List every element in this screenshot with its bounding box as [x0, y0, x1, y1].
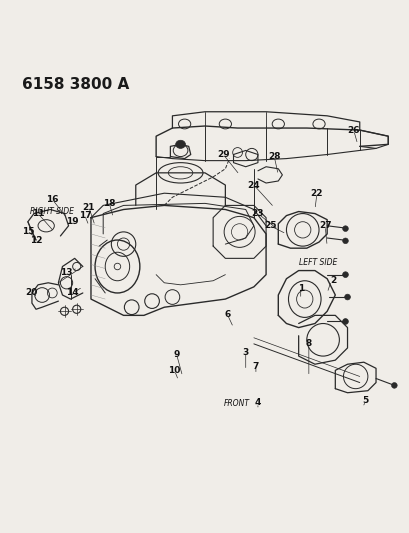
Text: 3: 3 — [242, 348, 248, 357]
Ellipse shape — [342, 319, 348, 324]
Text: 8: 8 — [305, 340, 311, 349]
Ellipse shape — [391, 383, 396, 388]
Text: 16: 16 — [46, 195, 58, 204]
Text: 26: 26 — [346, 126, 359, 134]
Text: 24: 24 — [247, 181, 260, 190]
Text: 29: 29 — [216, 150, 229, 159]
Text: 18: 18 — [103, 199, 115, 208]
Text: 27: 27 — [318, 221, 330, 230]
Text: 9: 9 — [173, 350, 179, 359]
Text: 21: 21 — [83, 203, 95, 212]
Text: 28: 28 — [267, 152, 280, 161]
Text: 1: 1 — [297, 285, 303, 293]
Text: 4: 4 — [254, 399, 261, 407]
Text: 12: 12 — [30, 236, 42, 245]
Text: 7: 7 — [252, 362, 258, 371]
Ellipse shape — [175, 140, 185, 148]
Text: 20: 20 — [26, 288, 38, 297]
Text: 23: 23 — [251, 209, 263, 218]
Text: 5: 5 — [362, 397, 368, 406]
Ellipse shape — [344, 294, 350, 300]
Text: 2: 2 — [329, 276, 335, 285]
Ellipse shape — [342, 272, 348, 278]
Text: 22: 22 — [310, 189, 322, 198]
Text: 6158 3800 A: 6158 3800 A — [22, 77, 129, 92]
Text: 11: 11 — [32, 209, 44, 218]
Text: 13: 13 — [60, 268, 73, 277]
Ellipse shape — [342, 226, 348, 231]
Text: 6: 6 — [224, 310, 230, 319]
Text: 15: 15 — [22, 228, 34, 237]
Text: 14: 14 — [66, 288, 79, 297]
Text: 10: 10 — [168, 366, 180, 375]
Text: FRONT: FRONT — [223, 399, 249, 408]
Text: LEFT SIDE: LEFT SIDE — [298, 259, 336, 268]
Ellipse shape — [342, 238, 348, 244]
Text: 17: 17 — [79, 211, 91, 220]
Text: RIGHT SIDE: RIGHT SIDE — [30, 207, 74, 216]
Text: 19: 19 — [66, 217, 79, 226]
Text: 25: 25 — [263, 221, 276, 230]
